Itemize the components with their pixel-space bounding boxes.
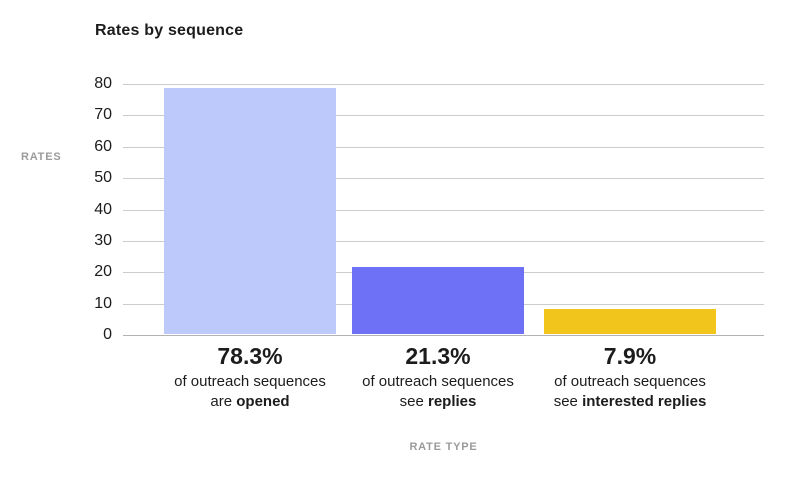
bar-caption-replies-line3: see replies xyxy=(328,392,548,412)
y-tick-label-80: 80 xyxy=(94,75,112,92)
bar-replies xyxy=(352,267,524,334)
chart-title: Rates by sequence xyxy=(95,22,244,39)
bar-interested-replies xyxy=(544,309,716,334)
y-tick-label-70: 70 xyxy=(94,106,112,124)
x-axis-baseline xyxy=(123,335,764,336)
bar-label-replies: 21.3% of outreach sequences see replies xyxy=(328,342,548,412)
x-axis-title: RATE TYPE xyxy=(409,441,478,453)
bar-caption-replies-keyword: replies xyxy=(427,393,477,410)
bar-caption-interested-prefix: see xyxy=(553,393,583,410)
plot-area: 0 10 20 30 40 50 60 70 80 xyxy=(94,75,764,343)
bar-caption-interested-line3: see interested replies xyxy=(520,392,740,412)
y-tick-label-20: 20 xyxy=(94,263,112,281)
bar-value-opened: 78.3% xyxy=(217,343,283,369)
bar-label-interested: 7.9% of outreach sequences see intereste… xyxy=(520,342,740,412)
bar-caption-opened-line3: are opened xyxy=(140,392,360,412)
bar-caption-opened-prefix: are xyxy=(210,393,237,410)
bar-caption-interested-line2: of outreach sequences xyxy=(554,373,706,390)
bar-caption-interested-keyword: interested replies xyxy=(582,393,707,410)
gridline-40 xyxy=(123,209,764,211)
bar-label-opened: 78.3% of outreach sequences are opened xyxy=(140,342,360,412)
bar-value-interested: 7.9% xyxy=(603,343,657,369)
bar-caption-opened-line2: of outreach sequences xyxy=(174,373,326,390)
y-tick-label-10: 10 xyxy=(94,294,112,312)
y-tick-label-0: 0 xyxy=(103,326,112,343)
gridline-30 xyxy=(123,240,764,242)
y-tick-label-60: 60 xyxy=(94,137,112,155)
y-tick-label-40: 40 xyxy=(94,200,112,218)
gridline-50 xyxy=(123,178,764,180)
bar-caption-replies-prefix: see xyxy=(399,393,428,410)
y-axis-title: RATES xyxy=(21,151,62,163)
bar-value-replies: 21.3% xyxy=(405,343,471,369)
gridline-80 xyxy=(123,84,764,85)
bar-caption-replies-line2: of outreach sequences xyxy=(362,373,514,390)
gridline-70 xyxy=(123,115,764,117)
gridline-60 xyxy=(123,146,764,148)
y-tick-label-50: 50 xyxy=(94,169,112,187)
y-tick-label-30: 30 xyxy=(94,231,112,249)
bar-opened xyxy=(164,88,336,334)
bar-caption-opened-keyword: opened xyxy=(236,393,290,410)
